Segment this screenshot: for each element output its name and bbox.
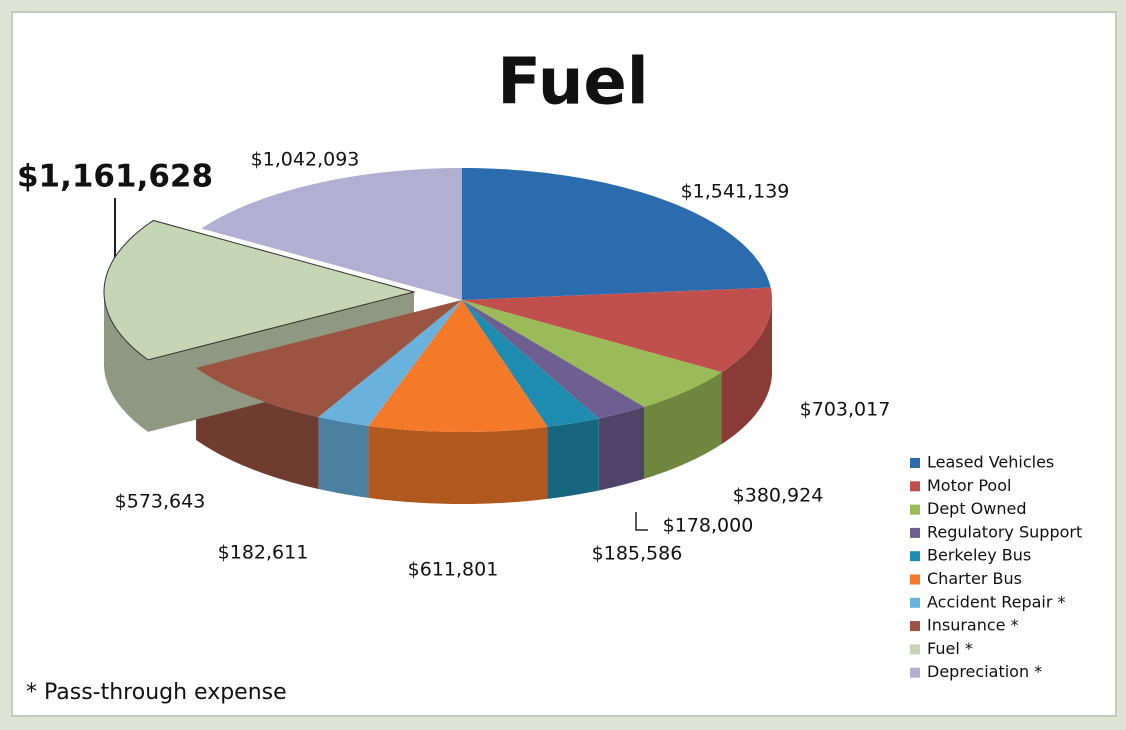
slice-side xyxy=(318,416,369,498)
legend-swatch xyxy=(910,551,920,562)
slice xyxy=(462,300,722,407)
data-label: $178,000 xyxy=(663,515,754,537)
legend-label: Depreciation * xyxy=(927,662,1042,681)
legend-label: Fuel * xyxy=(927,639,973,658)
slice xyxy=(368,300,548,432)
slice xyxy=(103,219,416,361)
data-label: $1,161,628 xyxy=(17,159,213,195)
data-label: $573,643 xyxy=(115,491,206,513)
footnote: * Pass-through expense xyxy=(26,680,287,705)
legend-label: Dept Owned xyxy=(927,499,1027,518)
slice xyxy=(462,300,644,419)
legend-label: Insurance * xyxy=(927,616,1019,635)
legend-label: Leased Vehicles xyxy=(927,453,1054,472)
slice-side xyxy=(368,425,548,504)
legend-swatch xyxy=(910,644,920,655)
legend-label: Berkeley Bus xyxy=(927,546,1031,565)
legend-swatch xyxy=(910,481,920,492)
leader-line xyxy=(635,512,648,531)
data-label: $1,042,093 xyxy=(251,149,360,171)
legend-label: Charter Bus xyxy=(927,569,1022,588)
data-label: $185,586 xyxy=(592,543,683,565)
legend-swatch xyxy=(910,504,920,515)
slice xyxy=(462,287,772,373)
slice xyxy=(318,300,462,426)
slice xyxy=(462,300,599,427)
data-label: $182,611 xyxy=(218,542,309,564)
legend-swatch xyxy=(910,597,920,608)
slice-side xyxy=(547,418,599,499)
slice-side xyxy=(721,300,772,445)
slice-side xyxy=(598,406,644,491)
data-label: $1,541,139 xyxy=(681,181,790,203)
legend-swatch xyxy=(910,667,920,678)
data-label: $611,801 xyxy=(408,559,499,581)
slice-side xyxy=(643,372,722,479)
legend-swatch xyxy=(910,458,920,468)
legend-label: Motor Pool xyxy=(927,476,1011,495)
chart-title: Fuel xyxy=(497,46,648,120)
legend-swatch xyxy=(910,527,920,538)
data-label: $703,017 xyxy=(800,399,891,421)
legend-label: Regulatory Support xyxy=(927,522,1082,541)
slice xyxy=(462,168,771,300)
data-label: $380,924 xyxy=(733,485,824,507)
legend-label: Accident Repair * xyxy=(927,592,1066,611)
legend-swatch xyxy=(910,574,920,585)
slice xyxy=(196,300,463,417)
legend-swatch xyxy=(910,621,920,632)
slice xyxy=(201,168,462,300)
